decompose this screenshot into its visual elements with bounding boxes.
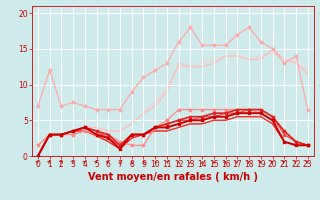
X-axis label: Vent moyen/en rafales ( km/h ): Vent moyen/en rafales ( km/h ): [88, 172, 258, 182]
